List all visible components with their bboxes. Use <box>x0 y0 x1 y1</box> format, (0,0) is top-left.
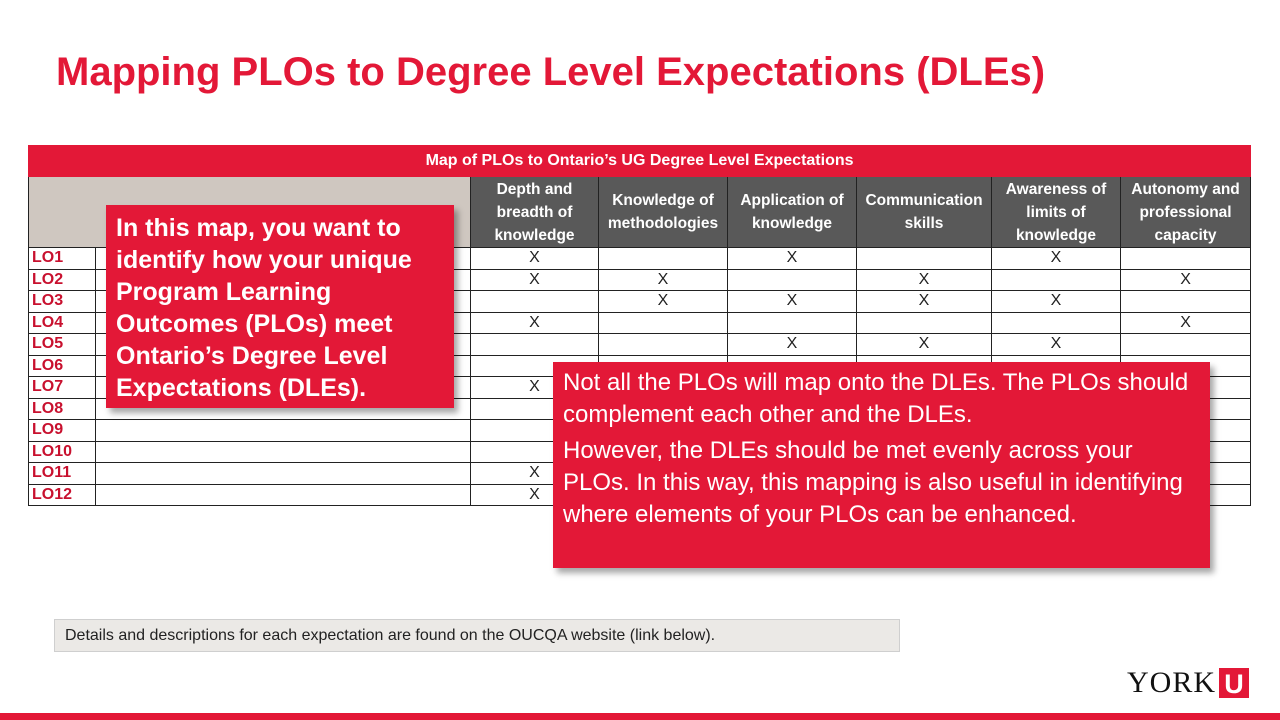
mapping-cell: X <box>991 247 1121 270</box>
column-header-line: knowledge <box>494 226 575 244</box>
learning-outcome-label: LO5 <box>28 333 96 356</box>
column-header-line: Autonomy and <box>1131 180 1240 198</box>
column-header: Awareness of limits of knowledge <box>991 176 1121 248</box>
mapping-cell <box>856 311 992 334</box>
column-header: Communication skills <box>856 176 992 248</box>
column-header-line: Depth and <box>496 180 573 198</box>
mapping-cell: X <box>856 268 992 291</box>
learning-outcome-label: LO1 <box>28 247 96 270</box>
column-header: Application of knowledge <box>727 176 857 248</box>
mapping-cell <box>1119 247 1252 270</box>
column-header-line: methodologies <box>607 215 719 232</box>
column-header-line: breadth of <box>496 203 573 221</box>
learning-outcome-label: LO7 <box>28 376 96 399</box>
learning-outcome-label: LO4 <box>28 311 96 334</box>
mapping-cell <box>598 333 728 356</box>
callout-right-paragraph-2: However, the DLEs should be met evenly a… <box>563 437 1183 528</box>
learning-outcome-description <box>95 483 471 506</box>
learning-outcome-label: LO11 <box>28 462 96 485</box>
column-header: Depth and breadth of knowledge <box>470 176 599 248</box>
column-header-line: limits of <box>1026 203 1086 221</box>
column-header-line: knowledge <box>1015 226 1097 244</box>
mapping-cell: X <box>598 290 728 313</box>
mapping-cell: X <box>727 333 857 356</box>
mapping-cell <box>470 290 599 313</box>
mapping-cell <box>727 311 857 334</box>
page-title: Mapping PLOs to Degree Level Expectation… <box>56 50 1046 94</box>
bottom-accent-bar <box>0 713 1280 720</box>
mapping-cell: X <box>1119 311 1252 334</box>
logo-wordmark: YORK <box>1127 666 1217 699</box>
mapping-cell: X <box>470 268 599 291</box>
column-header-line: capacity <box>1154 226 1217 244</box>
column-header-line: Application of <box>740 192 844 209</box>
callout-right-paragraph-1: Not all the PLOs will map onto the DLEs.… <box>563 369 1189 428</box>
oucqa-note: Details and descriptions for each expect… <box>54 619 900 652</box>
mapping-cell <box>856 247 992 270</box>
mapping-cell: X <box>598 268 728 291</box>
mapping-cell <box>598 311 728 334</box>
mapping-cell <box>1119 290 1252 313</box>
mapping-cell: X <box>727 290 857 313</box>
column-header-line: skills <box>904 215 944 232</box>
callout-left: In this map, you want to identify how yo… <box>106 205 454 408</box>
mapping-cell <box>470 333 599 356</box>
column-header: Knowledge of methodologies <box>598 176 728 248</box>
mapping-cell: X <box>470 311 599 334</box>
column-header-line: knowledge <box>751 215 833 232</box>
mapping-cell <box>991 268 1121 291</box>
mapping-cell <box>1119 333 1252 356</box>
york-u-logo-mark-icon: U <box>1219 668 1250 698</box>
mapping-cell: X <box>856 290 992 313</box>
column-header-line: Awareness of <box>1005 180 1107 198</box>
york-university-logo: YORK U <box>1127 666 1250 699</box>
learning-outcome-description <box>95 440 471 463</box>
learning-outcome-label: LO8 <box>28 397 96 420</box>
mapping-cell: X <box>991 290 1121 313</box>
column-header-line: Knowledge of <box>612 192 714 209</box>
column-header-line: Communication <box>865 192 983 209</box>
learning-outcome-label: LO12 <box>28 483 96 506</box>
callout-right: Not all the PLOs will map onto the DLEs.… <box>553 362 1210 568</box>
learning-outcome-label: LO10 <box>28 440 96 463</box>
learning-outcome-label: LO2 <box>28 268 96 291</box>
learning-outcome-label: LO3 <box>28 290 96 313</box>
mapping-cell: X <box>1119 268 1252 291</box>
mapping-cell <box>991 311 1121 334</box>
learning-outcome-description <box>95 419 471 442</box>
mapping-cell <box>598 247 728 270</box>
mapping-cell: X <box>727 247 857 270</box>
mapping-cell <box>727 268 857 291</box>
logo-mark-letter: U <box>1224 669 1244 698</box>
mapping-cell: X <box>470 247 599 270</box>
learning-outcome-label: LO6 <box>28 354 96 377</box>
mapping-cell: X <box>991 333 1121 356</box>
learning-outcome-description <box>95 462 471 485</box>
table-banner: Map of PLOs to Ontario’s UG Degree Level… <box>27 145 1252 177</box>
column-header-line: professional <box>1139 203 1232 221</box>
learning-outcome-label: LO9 <box>28 419 96 442</box>
column-header: Autonomy and professional capacity <box>1119 176 1252 248</box>
mapping-cell: X <box>856 333 992 356</box>
